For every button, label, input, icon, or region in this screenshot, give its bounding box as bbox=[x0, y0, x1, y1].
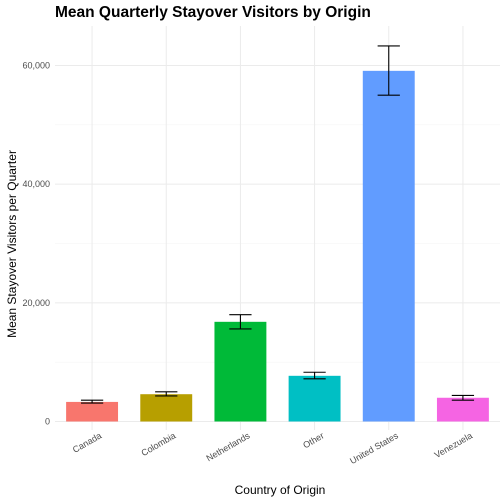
x-tick-label: Canada bbox=[71, 430, 103, 454]
y-axis-ticks: 0 20,000 40,000 60,000 bbox=[22, 61, 50, 427]
x-axis-ticks: Canada Colombia Netherlands Other United Sta… bbox=[71, 430, 474, 466]
bars-group bbox=[66, 70, 489, 422]
bar-other bbox=[288, 375, 341, 422]
x-tick-label: United States bbox=[348, 430, 400, 466]
bar-venezuela bbox=[436, 397, 489, 422]
x-tick-label: Other bbox=[301, 430, 325, 450]
x-tick-label: Colombia bbox=[139, 430, 177, 458]
y-axis-title: Mean Stayover Visitors per Quarter bbox=[5, 150, 19, 338]
y-tick-label: 40,000 bbox=[22, 179, 50, 189]
x-axis-title: Country of Origin bbox=[235, 483, 326, 497]
bar-colombia bbox=[140, 394, 193, 422]
y-tick-label: 0 bbox=[45, 417, 50, 427]
bar-netherlands bbox=[214, 321, 267, 422]
error-bars-group bbox=[80, 45, 475, 404]
grid-lines bbox=[55, 26, 500, 430]
x-tick-label: Venezuela bbox=[433, 430, 474, 460]
y-tick-label: 20,000 bbox=[22, 298, 50, 308]
y-tick-label: 60,000 bbox=[22, 61, 50, 71]
x-tick-label: Netherlands bbox=[205, 430, 252, 463]
chart-title: Mean Quarterly Stayover Visitors by Orig… bbox=[55, 4, 371, 21]
bar-united-states bbox=[362, 70, 415, 422]
bar-canada bbox=[66, 401, 119, 422]
